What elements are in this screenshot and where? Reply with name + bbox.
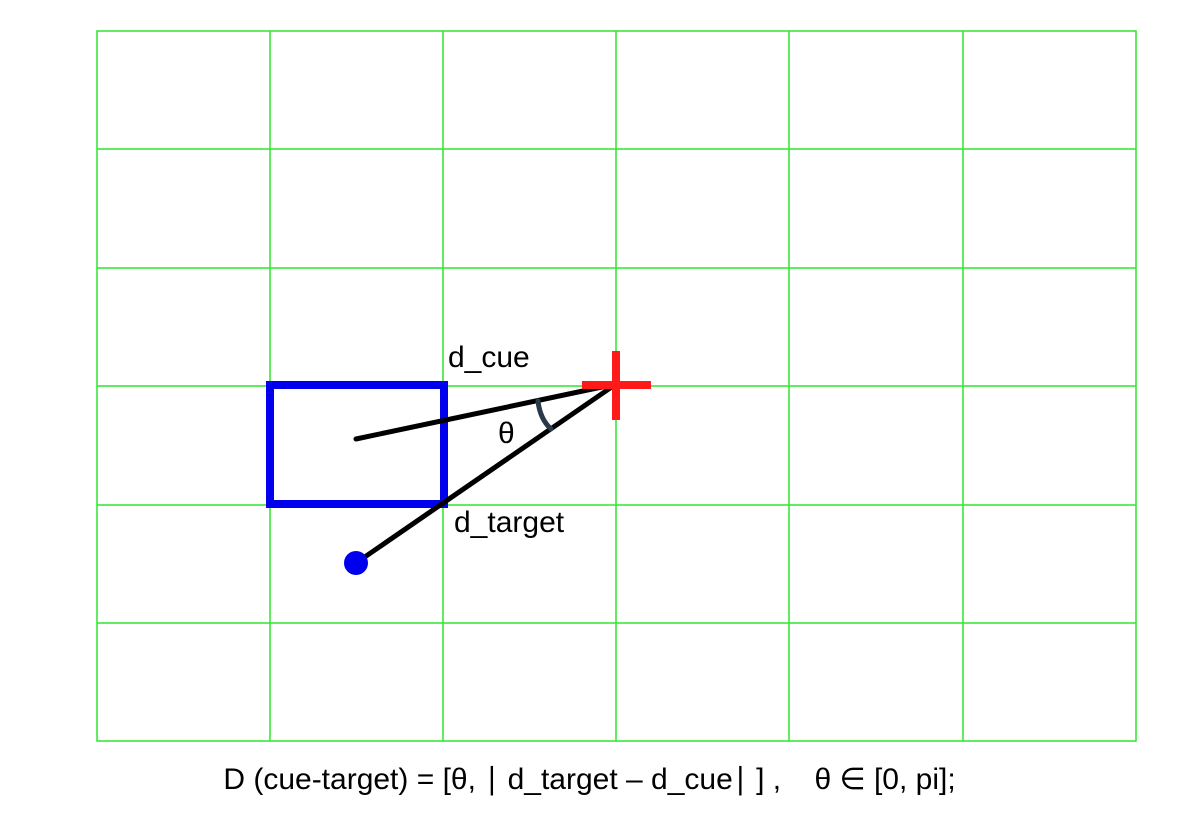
blue-dot-icon	[344, 551, 368, 575]
d-cue-label: d_cue	[448, 341, 530, 374]
d-cue-line	[353, 381, 619, 442]
formula-caption: D (cue-target) = [θ, ∣ d_target – d_cue∣…	[223, 763, 956, 796]
angle-arc	[535, 398, 554, 432]
cue-rectangle	[266, 381, 448, 508]
d-target-label: d_target	[454, 506, 565, 539]
red-cross-icon	[582, 351, 651, 420]
d-target-line	[353, 381, 619, 566]
theta-label: θ	[498, 417, 515, 450]
